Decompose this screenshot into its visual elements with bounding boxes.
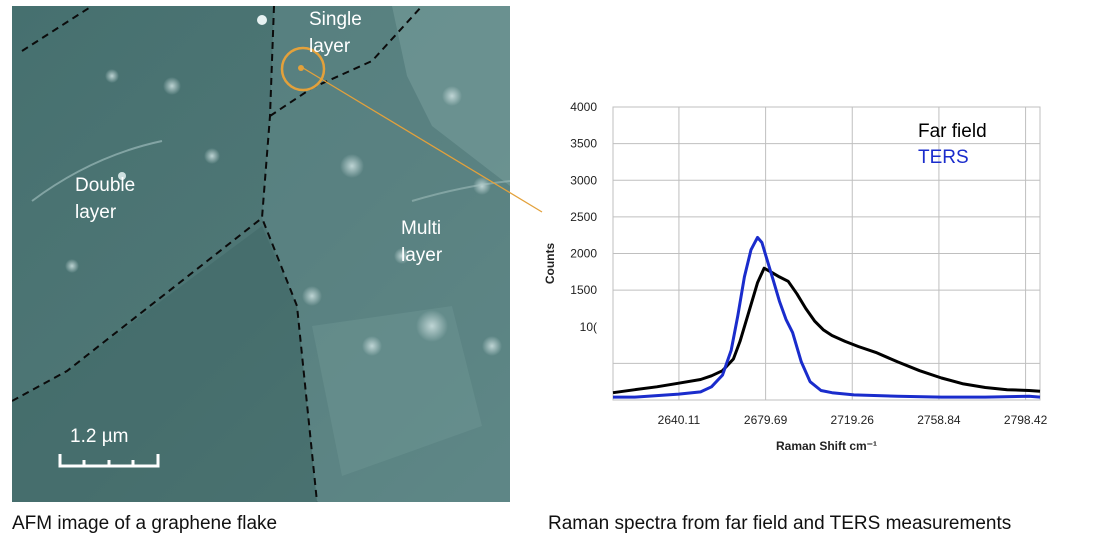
afm-caption: AFM image of a graphene flake: [12, 513, 278, 534]
series-line-far-field: [612, 266, 1041, 395]
chart-legend: Far field TERS: [918, 121, 987, 168]
y-tick-label: 1500: [570, 283, 597, 297]
y-axis-label: Counts: [543, 243, 557, 285]
scale-bar-label: 1.2 µm: [70, 426, 129, 447]
legend-entry-ters: TERS: [918, 147, 969, 168]
series-line-ters: [613, 235, 1041, 399]
y-tick-label: 2000: [570, 247, 597, 261]
y-tick-label: 10(: [580, 320, 597, 334]
scale-bar: [58, 454, 160, 468]
x-tick-label: 2758.84: [917, 413, 961, 427]
x-axis-label: Raman Shift cm⁻¹: [776, 439, 877, 453]
y-tick-label: 3500: [570, 137, 597, 151]
raman-caption: Raman spectra from far field and TERS me…: [548, 513, 1012, 534]
multi-layer-label: Multi layer: [401, 218, 443, 266]
layer-boundaries: [12, 6, 423, 502]
double-layer-label: Double layer: [75, 175, 136, 223]
x-tick-label: 2679.69: [744, 413, 788, 427]
y-tick-label: 2500: [570, 210, 597, 224]
x-tick-label: 2798.42: [1004, 413, 1048, 427]
afm-image: Single layer Double layer Multi layer 1.…: [12, 6, 510, 502]
chart-series: [612, 235, 1041, 399]
y-tick-label: 4000: [570, 100, 597, 114]
x-tick-label: 2719.26: [831, 413, 875, 427]
raman-chart: 4000 3500 3000 2500 2000 1500 10( 2640.11 2679.6…: [543, 100, 1048, 453]
chart-axes: 4000 3500 3000 2500 2000 1500 10( 2640.11 2679.6…: [543, 100, 1048, 453]
legend-entry-far-field: Far field: [918, 121, 987, 142]
x-tick-label: 2640.11: [658, 413, 701, 427]
single-layer-label: Single layer: [309, 9, 362, 57]
y-tick-label: 3000: [570, 173, 597, 187]
chart-grid: [612, 106, 1041, 401]
